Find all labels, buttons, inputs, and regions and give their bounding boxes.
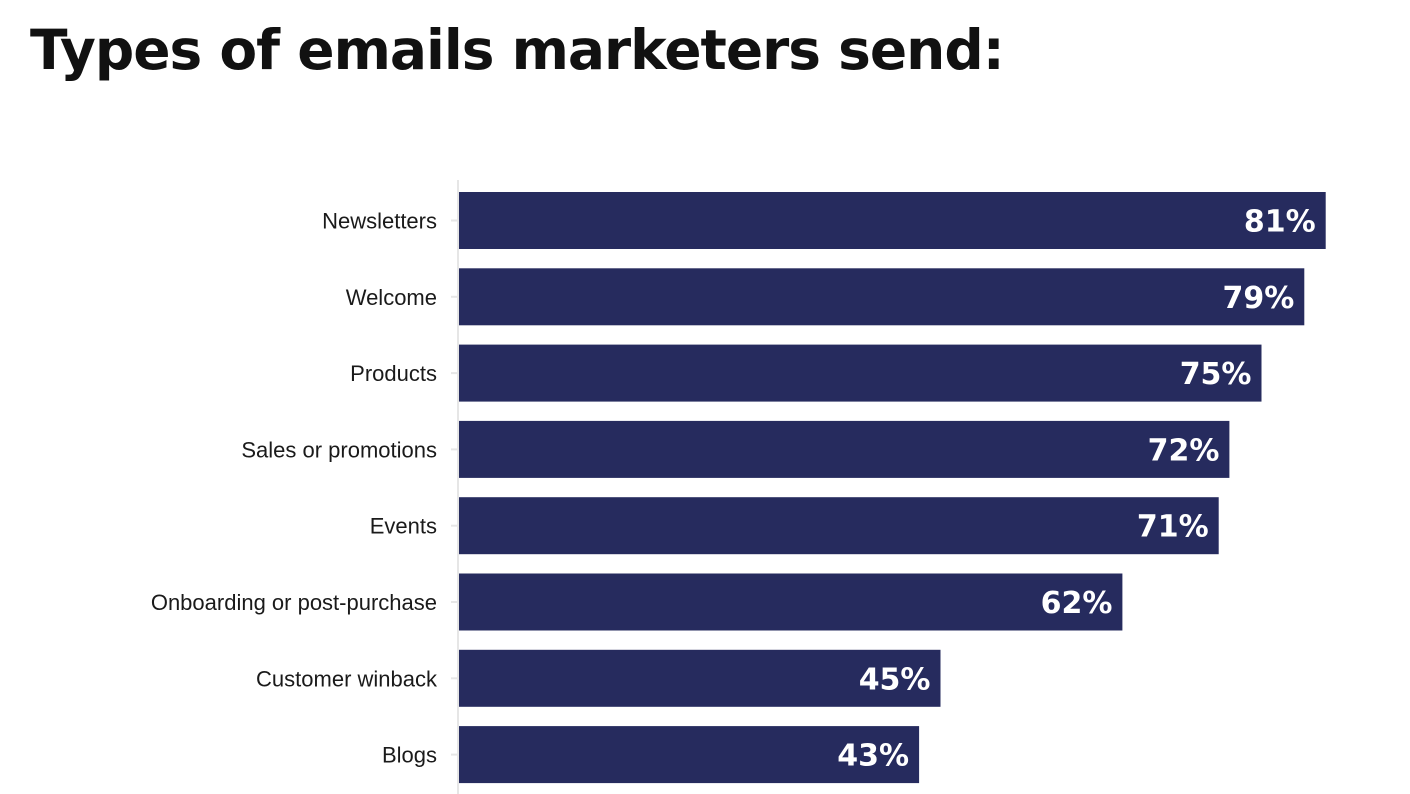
value-label: 45% (859, 662, 931, 697)
bar (459, 497, 1219, 555)
chart-title: Types of emails marketers send: (30, 18, 1005, 82)
category-label: Products (350, 361, 437, 386)
value-label: 62% (1041, 586, 1113, 621)
bar (459, 344, 1262, 402)
category-label: Customer winback (256, 666, 438, 691)
category-label: Onboarding or post-purchase (151, 590, 437, 615)
value-label: 71% (1137, 510, 1209, 545)
bar (459, 649, 941, 707)
bar (459, 726, 920, 784)
value-label: 72% (1148, 433, 1220, 468)
bar (459, 268, 1305, 326)
category-label: Welcome (346, 285, 437, 310)
bars-group: Newsletters 81% Welcome 79% Products 75% Sales… (151, 192, 1326, 784)
value-label: 75% (1180, 357, 1252, 392)
bar (459, 192, 1326, 249)
category-label: Newsletters (322, 209, 437, 234)
category-label: Events (370, 514, 437, 539)
value-label: 79% (1222, 281, 1294, 316)
value-label: 81% (1244, 205, 1316, 240)
bar (459, 573, 1123, 631)
bar (459, 420, 1230, 478)
value-label: 43% (837, 739, 909, 774)
category-label: Sales or promotions (241, 437, 437, 462)
category-label: Blogs (382, 743, 437, 768)
